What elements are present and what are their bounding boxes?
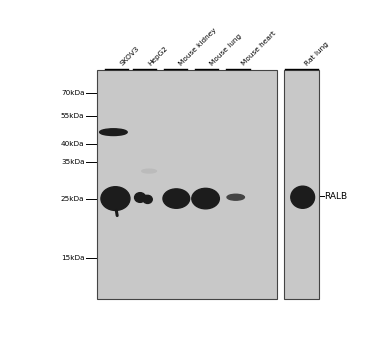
Text: Mouse lung: Mouse lung	[208, 33, 242, 67]
Ellipse shape	[99, 129, 127, 135]
Ellipse shape	[163, 189, 190, 208]
Ellipse shape	[101, 187, 130, 210]
Text: Mouse heart: Mouse heart	[240, 30, 277, 67]
Ellipse shape	[142, 169, 156, 173]
Text: HepG2: HepG2	[147, 45, 169, 67]
Text: Mouse kidney: Mouse kidney	[178, 27, 218, 67]
Text: SKOV3: SKOV3	[119, 46, 140, 67]
Text: 25kDa: 25kDa	[61, 196, 85, 202]
Ellipse shape	[192, 188, 220, 209]
Text: 40kDa: 40kDa	[61, 141, 85, 147]
Text: 70kDa: 70kDa	[61, 90, 85, 96]
Text: 15kDa: 15kDa	[61, 255, 85, 261]
Ellipse shape	[143, 195, 152, 203]
FancyBboxPatch shape	[285, 70, 319, 299]
Text: 55kDa: 55kDa	[61, 113, 85, 119]
FancyBboxPatch shape	[98, 70, 277, 299]
Text: RALB: RALB	[324, 192, 347, 201]
Ellipse shape	[135, 193, 145, 202]
Text: 35kDa: 35kDa	[61, 159, 85, 165]
Ellipse shape	[227, 194, 245, 200]
Ellipse shape	[291, 186, 315, 208]
Text: Rat lung: Rat lung	[304, 41, 330, 67]
